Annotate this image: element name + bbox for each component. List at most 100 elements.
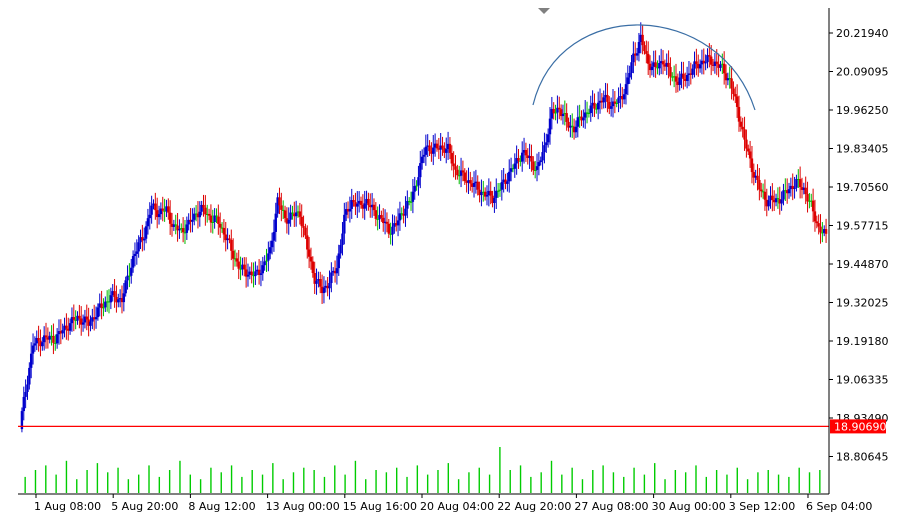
candle-body xyxy=(433,143,437,148)
candle xyxy=(767,195,770,211)
candle xyxy=(400,207,403,220)
candle-body xyxy=(561,114,565,117)
candle xyxy=(632,41,635,74)
candle xyxy=(698,59,702,73)
candle xyxy=(426,134,429,157)
candle xyxy=(341,222,344,256)
scroll-marker[interactable] xyxy=(538,8,550,14)
candle-body xyxy=(215,215,218,217)
candle xyxy=(626,65,630,96)
candle-body xyxy=(539,160,542,163)
candle-body xyxy=(574,126,578,133)
candle-body xyxy=(67,328,70,331)
candle-body xyxy=(194,213,198,215)
candle-body xyxy=(72,317,76,320)
candle xyxy=(118,289,122,308)
candle xyxy=(178,219,181,239)
candle xyxy=(539,156,542,166)
candle-body xyxy=(154,203,157,211)
candle xyxy=(283,205,287,223)
candle xyxy=(650,60,654,76)
candle xyxy=(280,192,283,222)
candle-body xyxy=(165,206,168,212)
candle-body xyxy=(306,235,309,250)
candle xyxy=(791,173,794,201)
candle-body xyxy=(530,155,533,162)
candle xyxy=(595,103,598,114)
candle xyxy=(291,205,294,220)
candle-body xyxy=(724,73,728,81)
candle-body xyxy=(730,78,733,89)
candle-body xyxy=(432,147,435,154)
candle xyxy=(59,319,63,345)
candle xyxy=(389,222,392,245)
candle xyxy=(621,87,624,108)
candle xyxy=(246,263,250,287)
candle xyxy=(78,304,81,329)
candle-body xyxy=(815,221,819,224)
candle-body xyxy=(717,63,720,68)
candle-body xyxy=(658,63,661,69)
candle xyxy=(772,190,776,211)
candle-body xyxy=(228,238,231,240)
candle xyxy=(237,250,240,280)
candle xyxy=(654,50,657,78)
candle xyxy=(782,183,785,206)
candle xyxy=(502,168,505,193)
candle-body xyxy=(163,210,166,212)
candle-body xyxy=(374,210,378,219)
candle xyxy=(745,129,748,158)
candle-body xyxy=(159,208,163,215)
y-tick-label: 18.80645 xyxy=(836,451,889,464)
candle-body xyxy=(304,227,307,236)
candle xyxy=(758,168,761,201)
candle-body xyxy=(787,189,791,194)
candle xyxy=(20,407,24,433)
x-tick-label: 20 Aug 04:00 xyxy=(420,500,494,513)
candle-body xyxy=(576,117,579,127)
candle xyxy=(170,212,174,237)
candle-body xyxy=(543,145,546,153)
candle xyxy=(619,83,622,109)
candle xyxy=(252,262,255,288)
candle xyxy=(687,60,691,87)
candle xyxy=(243,257,246,277)
candle xyxy=(717,53,720,78)
candle-body xyxy=(785,190,789,194)
candle-body xyxy=(626,77,630,85)
candle-body xyxy=(270,240,274,248)
candle xyxy=(31,333,35,365)
candle-body xyxy=(254,271,257,277)
candle xyxy=(813,199,817,232)
candle-body xyxy=(669,67,672,77)
candle xyxy=(617,87,620,113)
candle xyxy=(724,64,728,89)
candle-body xyxy=(350,200,353,209)
candle xyxy=(495,178,498,210)
candle-body xyxy=(324,285,327,288)
candle xyxy=(300,204,303,238)
candle xyxy=(213,208,216,229)
candle xyxy=(702,48,705,75)
candle xyxy=(339,239,342,259)
candle xyxy=(404,196,407,227)
candle-body xyxy=(104,301,107,308)
candle-body xyxy=(395,223,398,226)
candle-body xyxy=(307,249,311,257)
candle-body xyxy=(528,155,531,159)
price-tag: 18.90690 xyxy=(830,419,887,434)
candle-body xyxy=(760,189,763,192)
candle-body xyxy=(398,213,402,221)
candle-body xyxy=(685,74,689,81)
candle xyxy=(819,214,822,244)
candle-body xyxy=(465,181,468,183)
candle-body xyxy=(183,232,187,234)
candle xyxy=(711,58,715,72)
candle-body xyxy=(437,148,441,150)
candle-body xyxy=(808,200,811,202)
candle-body xyxy=(65,325,68,329)
candle-body xyxy=(419,163,422,178)
candle-body xyxy=(648,63,652,71)
candle xyxy=(615,99,618,108)
